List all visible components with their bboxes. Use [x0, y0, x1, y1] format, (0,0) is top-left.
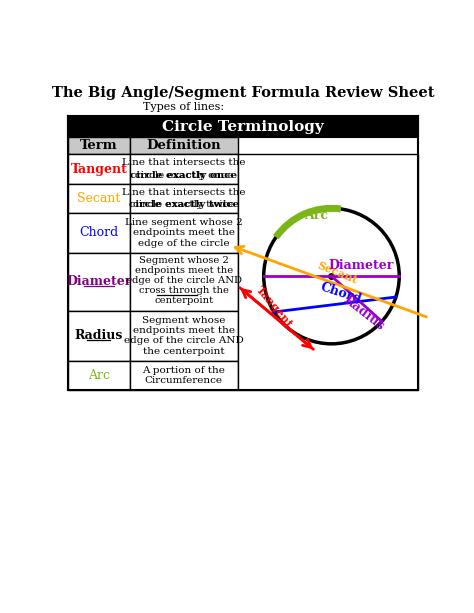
Text: circle exactly once: circle exactly once: [135, 170, 233, 180]
Text: circle exactly twice: circle exactly twice: [128, 200, 239, 209]
Text: endpoints meet the: endpoints meet the: [135, 267, 233, 275]
Text: Diameter: Diameter: [328, 259, 393, 272]
Text: Secant: Secant: [77, 192, 120, 205]
Bar: [68, 311, 130, 361]
Text: circle exactly twice: circle exactly twice: [133, 200, 234, 209]
Text: Types of lines:: Types of lines:: [143, 102, 224, 112]
Text: Line that intersects the: Line that intersects the: [122, 188, 246, 197]
Bar: [68, 184, 130, 213]
Text: Chord: Chord: [79, 226, 118, 240]
Bar: [130, 154, 237, 184]
Text: Arc: Arc: [304, 210, 328, 223]
Text: Tangent: Tangent: [71, 162, 128, 175]
Text: Chord: Chord: [319, 281, 364, 306]
Bar: [130, 184, 237, 213]
Text: Radius: Radius: [341, 293, 387, 333]
Bar: [130, 311, 237, 361]
Text: Term: Term: [80, 139, 118, 153]
Bar: [130, 213, 237, 253]
Text: centerpoint: centerpoint: [154, 296, 213, 305]
Bar: [68, 137, 130, 154]
Text: edge of the circle AND: edge of the circle AND: [126, 276, 242, 285]
Text: Tangent: Tangent: [254, 283, 294, 329]
Text: Secant: Secant: [315, 259, 359, 286]
Bar: [130, 137, 237, 154]
Text: Definition: Definition: [146, 139, 221, 153]
Text: Line that intersects the: Line that intersects the: [122, 158, 246, 167]
Text: The Big Angle/Segment Formula Review Sheet: The Big Angle/Segment Formula Review She…: [52, 86, 434, 100]
Text: Diameter: Diameter: [66, 275, 132, 288]
Text: Radius: Radius: [75, 329, 123, 342]
Bar: [68, 154, 130, 184]
Text: Segment whose 2: Segment whose 2: [139, 256, 228, 265]
Bar: [68, 361, 130, 390]
Text: Arc: Arc: [88, 369, 110, 382]
Text: A portion of the
Circumference: A portion of the Circumference: [142, 366, 225, 385]
Text: cross through the: cross through the: [138, 286, 228, 295]
Text: Circle Terminology: Circle Terminology: [162, 120, 324, 134]
Text: Segment whose
endpoints meet the
edge of the circle AND
the centerpoint: Segment whose endpoints meet the edge of…: [124, 316, 244, 356]
Text: Line segment whose 2
endpoints meet the
edge of the circle: Line segment whose 2 endpoints meet the …: [125, 218, 243, 248]
Bar: [130, 253, 237, 311]
Bar: [237, 154, 418, 390]
Text: circle exactly once: circle exactly once: [130, 170, 237, 180]
Bar: [68, 253, 130, 311]
Bar: [130, 361, 237, 390]
Bar: [68, 213, 130, 253]
Bar: [68, 116, 418, 137]
